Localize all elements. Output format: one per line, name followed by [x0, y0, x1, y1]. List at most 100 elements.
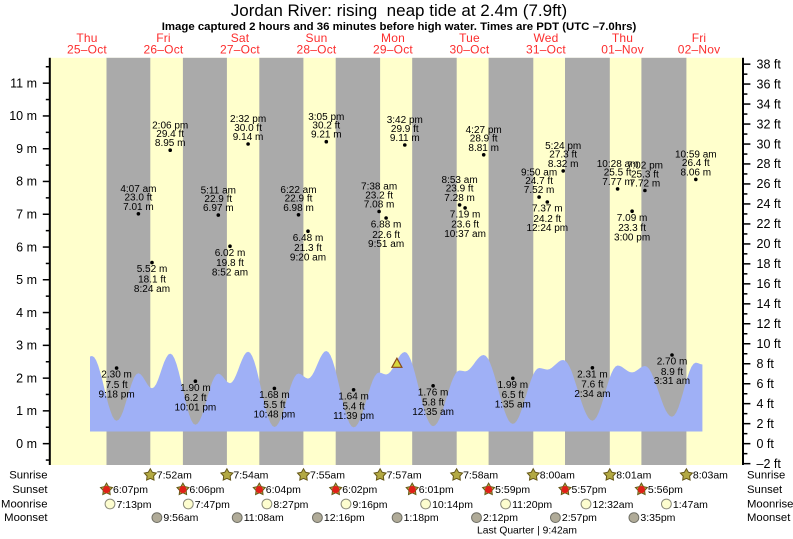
svg-text:1.68 m: 1.68 m [259, 390, 290, 401]
svg-text:29.4 ft: 29.4 ft [156, 129, 184, 140]
svg-text:36 ft: 36 ft [757, 77, 782, 91]
svg-text:8:53 am: 8:53 am [442, 175, 478, 186]
svg-text:25.3 ft: 25.3 ft [631, 169, 659, 180]
svg-text:7.6 ft: 7.6 ft [581, 380, 603, 391]
svg-text:Sunset: Sunset [12, 484, 48, 496]
svg-text:9:51 am: 9:51 am [368, 239, 404, 250]
svg-text:23.9 ft: 23.9 ft [446, 184, 474, 195]
svg-text:23.3 ft: 23.3 ft [618, 223, 646, 234]
svg-text:6 ft: 6 ft [757, 377, 775, 391]
svg-text:8:03am: 8:03am [693, 469, 728, 481]
svg-text:5.5 ft: 5.5 ft [263, 400, 285, 411]
svg-text:5:57pm: 5:57pm [572, 484, 607, 496]
svg-text:7:38 am: 7:38 am [361, 182, 397, 193]
svg-text:38 ft: 38 ft [757, 57, 782, 71]
svg-text:4:27 pm: 4:27 pm [466, 125, 502, 136]
svg-text:Moonrise: Moonrise [1, 499, 47, 511]
svg-text:1.90 m: 1.90 m [180, 383, 211, 394]
svg-text:5:11 am: 5:11 am [201, 185, 236, 196]
svg-text:7:02 pm: 7:02 pm [627, 161, 663, 172]
svg-text:18 ft: 18 ft [757, 257, 782, 271]
svg-text:22 ft: 22 ft [757, 217, 782, 231]
svg-text:24.7 ft: 24.7 ft [525, 176, 553, 187]
svg-text:6:22 am: 6:22 am [280, 185, 316, 196]
svg-text:6.5 ft: 6.5 ft [502, 390, 524, 401]
svg-text:23.0 ft: 23.0 ft [124, 193, 152, 204]
svg-text:7.08 m: 7.08 m [364, 200, 395, 211]
svg-text:8.95 m: 8.95 m [155, 138, 186, 149]
svg-text:6:01pm: 6:01pm [419, 484, 454, 496]
svg-text:10 m: 10 m [9, 109, 37, 123]
svg-text:8.9 ft: 8.9 ft [661, 367, 683, 378]
svg-text:3:31 am: 3:31 am [654, 376, 690, 387]
svg-text:8:00am: 8:00am [540, 469, 575, 481]
svg-text:26.4 ft: 26.4 ft [682, 158, 710, 169]
svg-text:12:32am: 12:32am [593, 499, 634, 511]
svg-text:10:59 am: 10:59 am [675, 150, 717, 161]
svg-text:1:47am: 1:47am [673, 499, 708, 511]
svg-text:Wed: Wed [533, 31, 558, 45]
svg-text:30 ft: 30 ft [757, 137, 782, 151]
svg-text:1:18pm: 1:18pm [404, 512, 439, 524]
svg-text:7:47pm: 7:47pm [195, 499, 230, 511]
svg-text:25.5 ft: 25.5 ft [604, 168, 632, 179]
svg-text:11:20pm: 11:20pm [512, 499, 552, 511]
svg-text:7:52am: 7:52am [157, 469, 192, 481]
svg-text:01–Nov: 01–Nov [601, 42, 644, 56]
svg-text:7:13pm: 7:13pm [117, 499, 152, 511]
svg-text:Sat: Sat [231, 31, 250, 45]
svg-text:Moonset: Moonset [747, 512, 791, 524]
svg-text:7.37 m: 7.37 m [532, 204, 563, 215]
svg-text:4 ft: 4 ft [757, 397, 775, 411]
svg-text:28.9 ft: 28.9 ft [470, 134, 498, 145]
svg-text:Sunrise: Sunrise [747, 469, 785, 481]
svg-text:28 ft: 28 ft [757, 157, 782, 171]
svg-text:6:04pm: 6:04pm [266, 484, 301, 496]
svg-text:5.52 m: 5.52 m [137, 264, 168, 275]
svg-text:24.2 ft: 24.2 ft [533, 214, 561, 225]
svg-text:18.1 ft: 18.1 ft [138, 274, 166, 285]
svg-text:23.6 ft: 23.6 ft [451, 220, 479, 231]
svg-text:1:35 am: 1:35 am [495, 400, 531, 411]
svg-text:5:59pm: 5:59pm [495, 484, 530, 496]
svg-text:7:58am: 7:58am [463, 469, 498, 481]
svg-text:7.72 m: 7.72 m [630, 179, 661, 190]
svg-text:5:56pm: 5:56pm [648, 484, 683, 496]
svg-text:7:54am: 7:54am [233, 469, 268, 481]
svg-text:9:18 pm: 9:18 pm [99, 389, 135, 400]
svg-text:6.48 m: 6.48 m [293, 233, 324, 244]
svg-text:29–Oct: 29–Oct [373, 42, 413, 56]
svg-text:6:07pm: 6:07pm [113, 484, 148, 496]
svg-text:27–Oct: 27–Oct [220, 42, 260, 56]
svg-text:8 m: 8 m [16, 175, 37, 189]
svg-text:1.76 m: 1.76 m [418, 387, 449, 398]
svg-text:5 m: 5 m [16, 273, 37, 287]
svg-text:9.14 m: 9.14 m [233, 132, 264, 143]
svg-text:10:28 am: 10:28 am [597, 159, 639, 170]
svg-text:5.8 ft: 5.8 ft [422, 398, 444, 409]
svg-text:0 m: 0 m [16, 437, 37, 451]
svg-text:3:05 pm: 3:05 pm [308, 112, 344, 123]
svg-text:02–Nov: 02–Nov [678, 42, 721, 56]
svg-text:1.64 m: 1.64 m [338, 391, 369, 402]
svg-text:8.06 m: 8.06 m [681, 167, 712, 178]
svg-text:31–Oct: 31–Oct [526, 42, 566, 56]
svg-text:2 ft: 2 ft [757, 417, 775, 431]
svg-text:7 m: 7 m [16, 208, 37, 222]
svg-text:4 m: 4 m [16, 306, 37, 320]
svg-text:26–Oct: 26–Oct [144, 42, 184, 56]
svg-text:6:06pm: 6:06pm [189, 484, 224, 496]
svg-text:2:06 pm: 2:06 pm [152, 120, 188, 131]
svg-text:21.3 ft: 21.3 ft [294, 243, 322, 254]
svg-text:2:34 am: 2:34 am [574, 389, 610, 400]
svg-text:8.81 m: 8.81 m [468, 143, 499, 154]
svg-text:5:24 pm: 5:24 pm [545, 141, 581, 152]
svg-text:28–Oct: 28–Oct [297, 42, 337, 56]
svg-text:12:35 am: 12:35 am [412, 407, 454, 418]
svg-text:Thu: Thu [76, 31, 97, 45]
svg-text:10:14pm: 10:14pm [432, 499, 473, 511]
svg-text:24 ft: 24 ft [757, 197, 782, 211]
svg-text:0 ft: 0 ft [757, 437, 775, 451]
svg-text:25–Oct: 25–Oct [67, 42, 107, 56]
svg-text:7.01 m: 7.01 m [123, 202, 154, 213]
